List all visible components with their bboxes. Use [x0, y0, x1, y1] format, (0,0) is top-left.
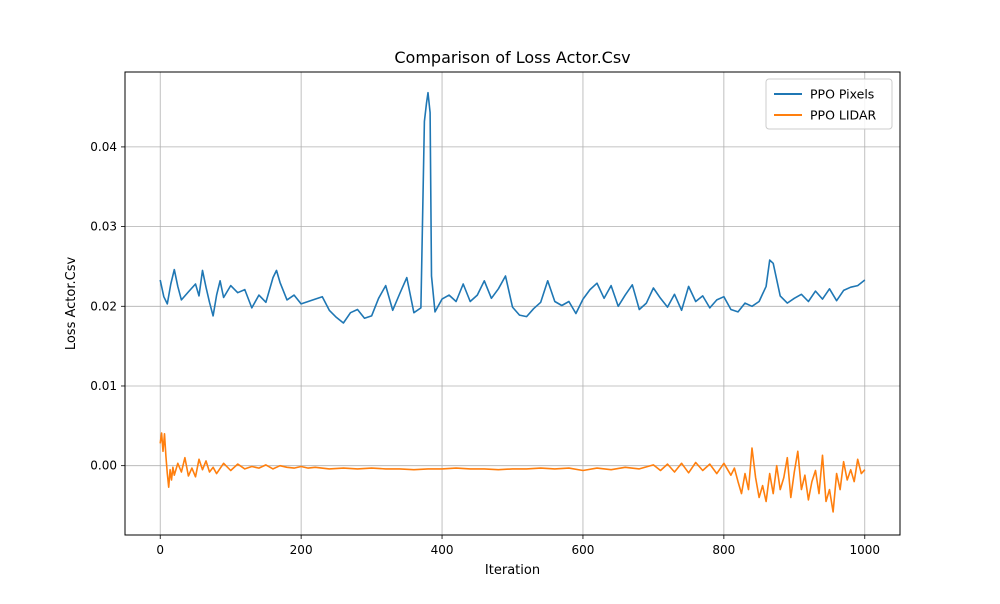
legend-label: PPO LIDAR — [810, 108, 876, 123]
grid — [125, 72, 900, 535]
legend: PPO Pixels PPO LIDAR — [765, 78, 893, 130]
x-tick-label: 600 — [572, 543, 595, 557]
legend-box — [765, 78, 893, 130]
ticks: 0 200 400 600 800 1000 0.00 0.01 0.02 0.03 0.04 — [90, 140, 880, 557]
x-axis-label: Iteration — [485, 563, 540, 578]
y-tick-label: 0.02 — [90, 299, 117, 313]
y-tick-label: 0.04 — [90, 140, 117, 154]
y-axis-label: Loss Actor.Csv — [64, 257, 79, 351]
x-tick-label: 0 — [156, 543, 164, 557]
series-group — [159, 91, 866, 513]
y-tick-label: 0.01 — [90, 379, 117, 393]
y-tick-label: 0.03 — [90, 220, 117, 234]
plot-frame — [124, 71, 901, 536]
series-line-2 — [159, 432, 866, 513]
x-tick-label: 200 — [290, 543, 313, 557]
series-line-1 — [159, 91, 866, 324]
y-tick-label: 0.00 — [90, 459, 117, 473]
x-tick-label: 1000 — [849, 543, 880, 557]
x-tick-label: 400 — [431, 543, 454, 557]
legend-label: PPO Pixels — [810, 87, 874, 102]
chart-title: Comparison of Loss Actor.Csv — [394, 48, 630, 67]
x-tick-label: 800 — [712, 543, 735, 557]
